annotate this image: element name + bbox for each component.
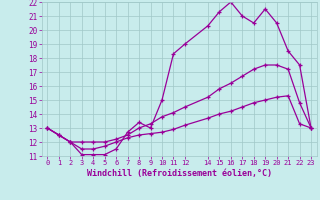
X-axis label: Windchill (Refroidissement éolien,°C): Windchill (Refroidissement éolien,°C) — [87, 169, 272, 178]
